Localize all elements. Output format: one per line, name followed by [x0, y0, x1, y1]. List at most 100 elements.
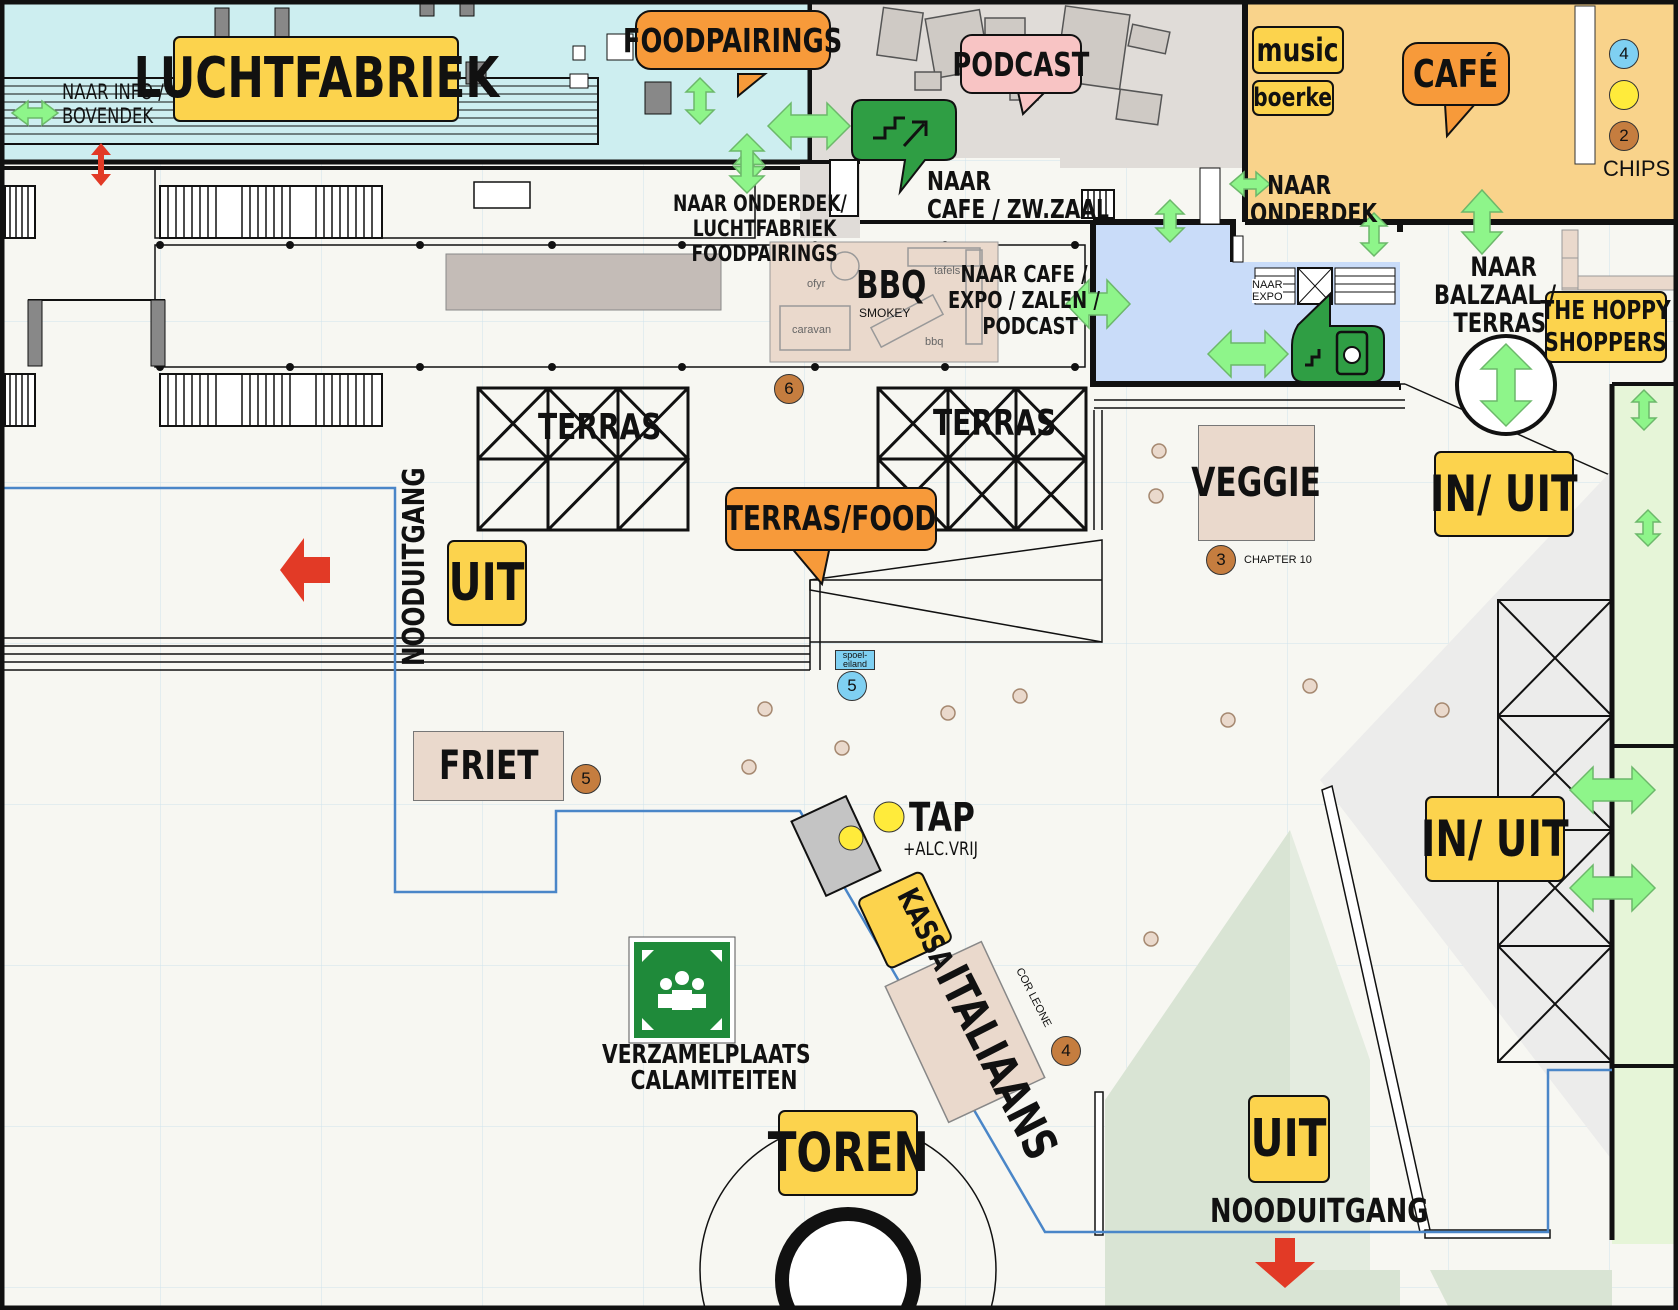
stairs-icon: [851, 99, 957, 196]
zone-boerke[interactable]: boerke: [1252, 80, 1334, 116]
naar-expo-line1: NAAR: [1252, 279, 1283, 291]
spoeleiland-line1: spoel-: [842, 650, 868, 660]
naar-expo-line2: EXPO: [1252, 291, 1283, 303]
music-label: music: [1257, 31, 1340, 69]
exit-in-uit-mid[interactable]: IN/ UIT: [1421, 796, 1569, 882]
naar-balzaal-line3: TERRAS: [1453, 308, 1547, 339]
chips-label: CHIPS: [1603, 156, 1671, 181]
double-arrow-icon: [1359, 211, 1389, 258]
cafe-label: CAFÉ: [1413, 52, 1499, 96]
exit-in-uit-top[interactable]: IN/ UIT: [1430, 451, 1578, 537]
luchtfabriek-label: LUCHTFABRIEK: [133, 46, 499, 111]
naar-onderdek-line1: NAAR ONDERDEK/: [673, 192, 847, 217]
zone-hoppy-shoppers[interactable]: THE HOPPY SHOPPERS: [1541, 291, 1671, 363]
terras-grid-2: [876, 386, 1088, 532]
naar-cafe-expo-label: NAAR CAFE / EXPO / ZALEN / PODCAST: [948, 262, 1100, 340]
spoeleiland-line2: eiland: [842, 659, 868, 669]
naar-cafe-zwzaal-line1: NAAR: [927, 167, 991, 197]
chapter10-label: CHAPTER 10: [1244, 554, 1312, 566]
terras-1-label: TERRAS: [538, 407, 662, 448]
terras-grid-1: [476, 386, 691, 532]
bbq-smokey-label: SMOKEY: [859, 306, 911, 320]
podcast-tail: [1016, 91, 1048, 116]
marker-5-blue[interactable]: 5: [837, 671, 867, 701]
zone-podcast[interactable]: PODCAST: [952, 34, 1090, 94]
naar-balzaal-line2: BALZAAL /: [1434, 280, 1557, 311]
naar-onderdek-label: NAAR ONDERDEK: [1250, 172, 1377, 228]
marker-4-blue[interactable]: 4: [1609, 39, 1639, 69]
double-arrow-icon: [1154, 198, 1186, 244]
bbq-tafels-label: tafels: [934, 265, 961, 277]
naar-cafe-zwzaal-line2: CAFE / ZW.ZAAL: [927, 195, 1109, 225]
naar-expo-label: NAAR EXPO: [1252, 279, 1283, 303]
double-arrow-icon: [766, 101, 852, 151]
double-arrow-icon: [1479, 342, 1533, 428]
zone-music[interactable]: music: [1252, 26, 1344, 74]
double-arrow-icon: [1206, 329, 1290, 379]
bbq-area: [769, 241, 999, 363]
bbq-ofyr-label: ofyr: [807, 278, 826, 290]
naar-onderdek-luchtfabriek-label: NAAR ONDERDEK/ LUCHTFABRIEK FOODPAIRINGS: [673, 192, 847, 267]
marker-6[interactable]: 6: [774, 374, 804, 404]
double-arrow-icon: [1064, 278, 1132, 330]
terras-2-label: TERRAS: [933, 403, 1057, 444]
double-arrow-icon: [684, 76, 716, 126]
in-uit-mid-label: IN/ UIT: [1421, 810, 1569, 868]
double-arrow-icon: [1460, 188, 1504, 256]
marker-yellow: [1609, 80, 1639, 110]
marker-5[interactable]: 5: [571, 764, 601, 794]
terras-food-tail: [787, 545, 832, 587]
naar-cafe-zwzaal-label: NAAR CAFE / ZW.ZAAL: [927, 168, 1109, 224]
double-arrow-icon: [1568, 863, 1657, 913]
tap-sub-label: +ALC.VRIJ: [903, 838, 979, 860]
zone-luchtfabriek[interactable]: LUCHTFABRIEK: [133, 36, 499, 122]
double-arrow-icon: [728, 132, 766, 195]
exit-arrow-icon: [91, 143, 111, 186]
naar-onderdek-right-line2: ONDERDEK: [1250, 199, 1377, 229]
emergency-route: [0, 486, 1612, 1234]
hoppy-shoppers-line2: SHOPPERS: [1544, 328, 1668, 358]
foodpairings-tail: [737, 73, 768, 99]
uit-bottom-label: UIT: [1251, 1109, 1327, 1169]
zone-terras-food[interactable]: TERRAS/FOOD: [725, 487, 937, 551]
naar-info-line2: BOVENDEK: [62, 104, 154, 128]
marker-2[interactable]: 2: [1609, 121, 1639, 151]
assembly-point-icon: [628, 936, 736, 1044]
exit-uit-bottom[interactable]: UIT: [1248, 1095, 1330, 1183]
friet-label: FRIET: [438, 743, 539, 789]
naar-onderdek-line2: LUCHTFABRIEK: [692, 217, 837, 242]
naar-onderdek-line3: FOODPAIRINGS: [691, 242, 838, 267]
naar-info-line1: NAAR INFO /: [62, 80, 164, 104]
verzamelplaats-label: VERZAMELPLAATS CALAMITEITEN: [602, 1042, 811, 1094]
tap-label: TAP: [909, 795, 975, 841]
zone-foodpairings[interactable]: FOODPAIRINGS: [623, 10, 843, 70]
uit-left-label: UIT: [449, 553, 525, 613]
hoppy-shoppers-line1: THE HOPPY: [1540, 296, 1672, 326]
cafe-tail: [1443, 103, 1478, 139]
naar-info-label: NAAR INFO / BOVENDEK: [62, 80, 164, 128]
spoeleiland-label: spoel- eiland: [835, 650, 875, 670]
exit-arrow-icon: [280, 538, 330, 602]
terras-food-label: TERRAS/FOOD: [725, 499, 937, 539]
booth-friet[interactable]: FRIET: [413, 731, 564, 801]
marker-4[interactable]: 4: [1051, 1036, 1081, 1066]
zone-toren[interactable]: TOREN: [768, 1110, 928, 1196]
verzamelplaats-line1: VERZAMELPLAATS: [602, 1040, 811, 1070]
podcast-label: PODCAST: [952, 44, 1090, 84]
veggie-label: VEGGIE: [1191, 460, 1322, 506]
naar-balzaal-line1: NAAR: [1470, 252, 1537, 283]
double-arrow-icon: [1568, 765, 1657, 815]
double-arrow-icon: [1630, 388, 1658, 432]
verzamelplaats-line2: CALAMITEITEN: [630, 1066, 798, 1096]
naar-balzaal-label: NAAR BALZAAL / TERRAS: [1434, 254, 1556, 338]
marker-3[interactable]: 3: [1206, 545, 1236, 575]
boerke-label: boerke: [1253, 83, 1333, 113]
bbq-bbq-label: bbq: [925, 336, 944, 348]
booth-veggie[interactable]: VEGGIE: [1192, 425, 1321, 541]
toren-label: TOREN: [767, 1121, 929, 1184]
exit-uit-left[interactable]: UIT: [447, 540, 527, 626]
zone-cafe[interactable]: CAFÉ: [1402, 42, 1510, 106]
elevator-icon: [1291, 291, 1385, 383]
